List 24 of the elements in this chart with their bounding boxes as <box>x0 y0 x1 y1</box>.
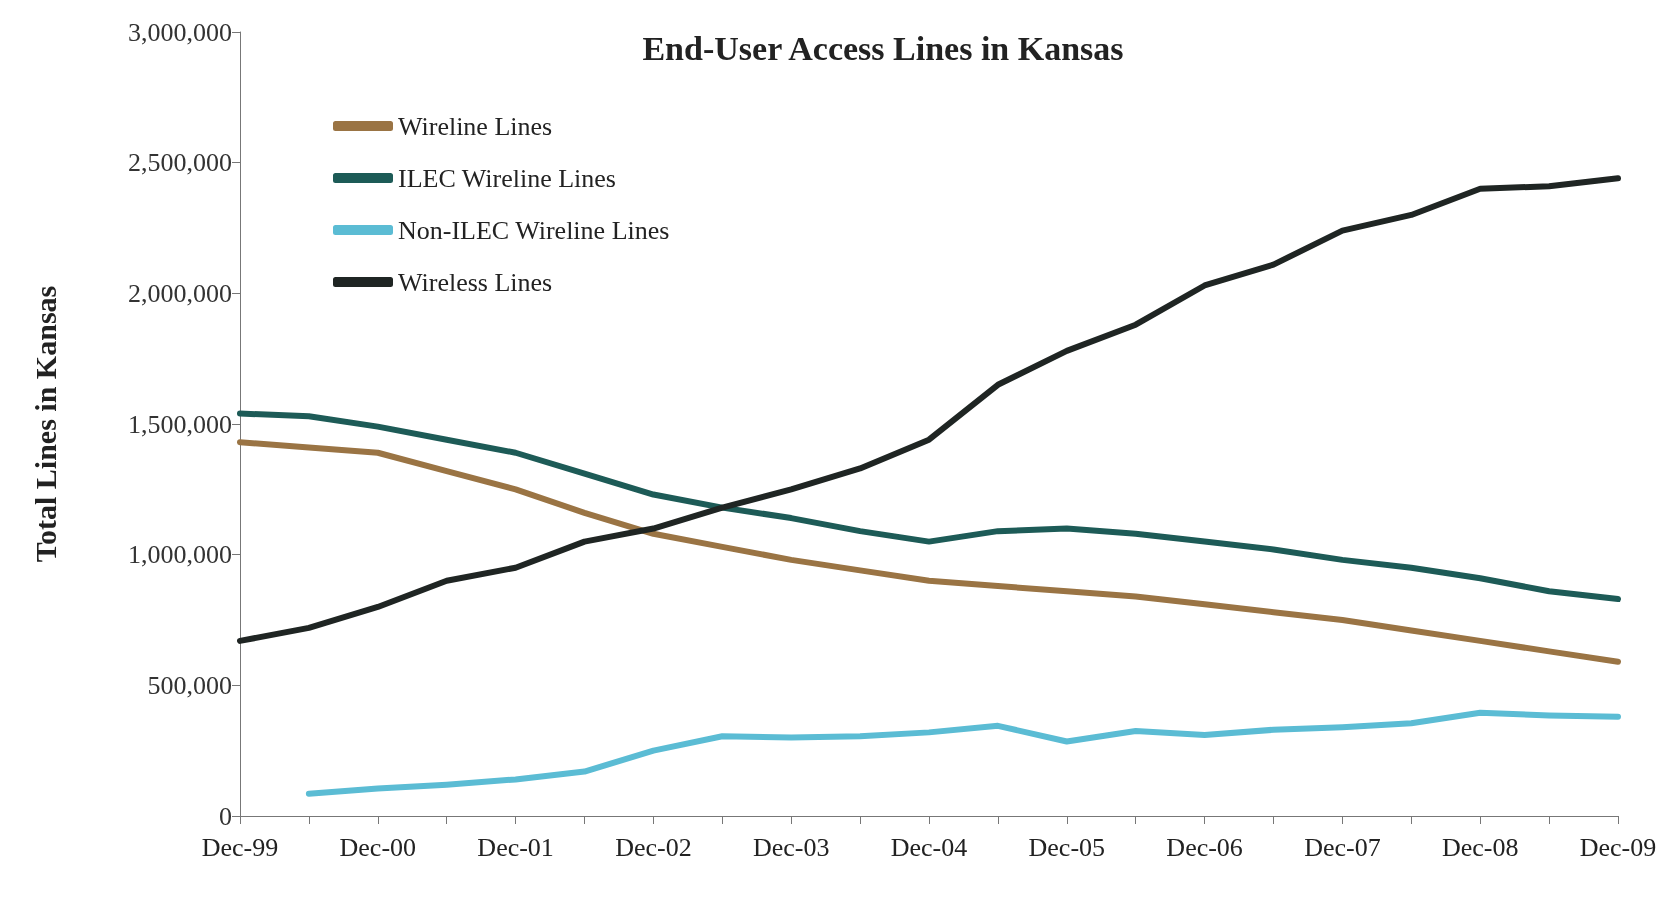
y-tick-label: 2,000,000 <box>128 278 232 308</box>
y-tick-label: 0 <box>219 801 232 831</box>
x-tick-label: Dec-07 <box>1304 832 1381 862</box>
x-tick-label: Dec-00 <box>339 832 417 862</box>
legend-label: ILEC Wireline Lines <box>398 163 616 193</box>
y-tick-label: 3,000,000 <box>128 17 232 47</box>
y-axis-title: Total Lines in Kansas <box>28 285 62 563</box>
chart-title: End-User Access Lines in Kansas <box>642 29 1124 67</box>
y-tick-label: 2,500,000 <box>128 148 232 178</box>
x-tick-label: Dec-03 <box>752 832 830 862</box>
x-tick-label: Dec-02 <box>615 832 692 862</box>
y-tick-label: 1,500,000 <box>128 409 232 439</box>
legend-label: Non-ILEC Wireline Lines <box>398 215 670 245</box>
x-tick-label: Dec-05 <box>1028 832 1106 862</box>
x-tick-label: Dec-04 <box>890 832 968 862</box>
y-tick-label: 1,000,000 <box>128 540 232 570</box>
x-tick-label: Dec-01 <box>477 832 554 862</box>
x-tick-label: Dec-99 <box>201 832 279 862</box>
legend-label: Wireless Lines <box>398 267 553 297</box>
x-tick-label: Dec-06 <box>1166 832 1243 862</box>
legend-label: Wireline Lines <box>398 111 553 141</box>
y-tick-label: 500,000 <box>147 670 232 700</box>
x-tick-label: Dec-09 <box>1579 832 1657 862</box>
x-tick-label: Dec-08 <box>1441 832 1519 862</box>
